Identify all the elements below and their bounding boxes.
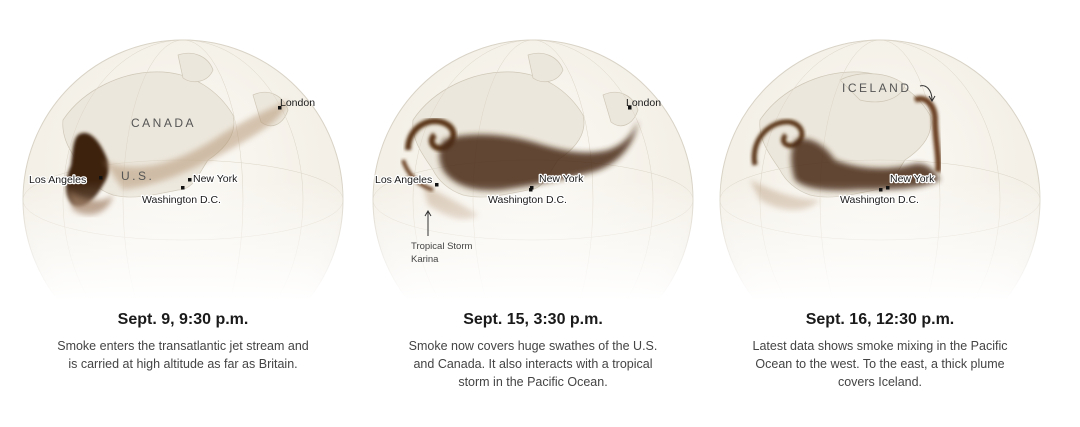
marker-new-york xyxy=(886,186,890,190)
map-panel-sept-9: CANADA U.S. London Los Angeles New York … xyxy=(3,0,363,427)
label-tropical-storm: Tropical Storm xyxy=(411,241,472,252)
storm-arrow-icon xyxy=(424,210,432,217)
globe-map-sept-16: ICELAND New York Washington D.C. xyxy=(700,0,1060,300)
label-canada: CANADA xyxy=(131,116,196,130)
marker-london xyxy=(278,106,282,110)
marker-washington xyxy=(879,188,883,192)
marker-london xyxy=(628,106,632,110)
panel-title: Sept. 9, 9:30 p.m. xyxy=(117,311,249,328)
iceland-pointer-line xyxy=(919,85,933,101)
label-new-york: New York xyxy=(539,173,584,185)
panel-description: Smoke now covers huge swathes of the U.S… xyxy=(408,339,658,389)
label-new-york: New York xyxy=(890,173,935,185)
marker-new-york xyxy=(188,178,192,182)
panel-title: Sept. 15, 3:30 p.m. xyxy=(463,311,603,328)
panel-description: Latest data shows smoke mixing in the Pa… xyxy=(752,339,1008,389)
label-iceland: ICELAND xyxy=(842,81,912,95)
map-panel-sept-15: London Los Angeles New York Washington D… xyxy=(353,0,713,427)
marker-los-angeles xyxy=(99,176,103,180)
globe-map-sept-9: CANADA U.S. London Los Angeles New York … xyxy=(3,0,363,300)
fade-overlay xyxy=(3,0,363,300)
panel-title: Sept. 16, 12:30 p.m. xyxy=(805,311,955,328)
label-washington: Washington D.C. xyxy=(142,194,221,206)
label-los-angeles: Los Angeles xyxy=(29,174,86,186)
label-karina: Karina xyxy=(411,254,439,265)
marker-los-angeles xyxy=(435,183,439,187)
map-panel-sept-16: ICELAND New York Washington D.C. Sept. 1… xyxy=(700,0,1060,427)
label-los-angeles: Los Angeles xyxy=(375,174,432,186)
label-washington: Washington D.C. xyxy=(840,194,919,206)
panel-description: Smoke enters the transatlantic jet strea… xyxy=(57,339,309,371)
fade-overlay xyxy=(700,0,1060,300)
label-new-york: New York xyxy=(193,173,238,185)
label-london: London xyxy=(626,97,661,109)
globe-map-sept-15: London Los Angeles New York Washington D… xyxy=(353,0,713,300)
label-washington: Washington D.C. xyxy=(488,194,567,206)
label-london: London xyxy=(280,97,315,109)
iceland-arrow-icon xyxy=(928,95,936,102)
marker-new-york xyxy=(530,186,534,190)
label-us: U.S. xyxy=(121,169,154,183)
marker-washington xyxy=(181,186,185,190)
fade-overlay xyxy=(353,0,713,300)
marker-washington xyxy=(529,188,533,192)
